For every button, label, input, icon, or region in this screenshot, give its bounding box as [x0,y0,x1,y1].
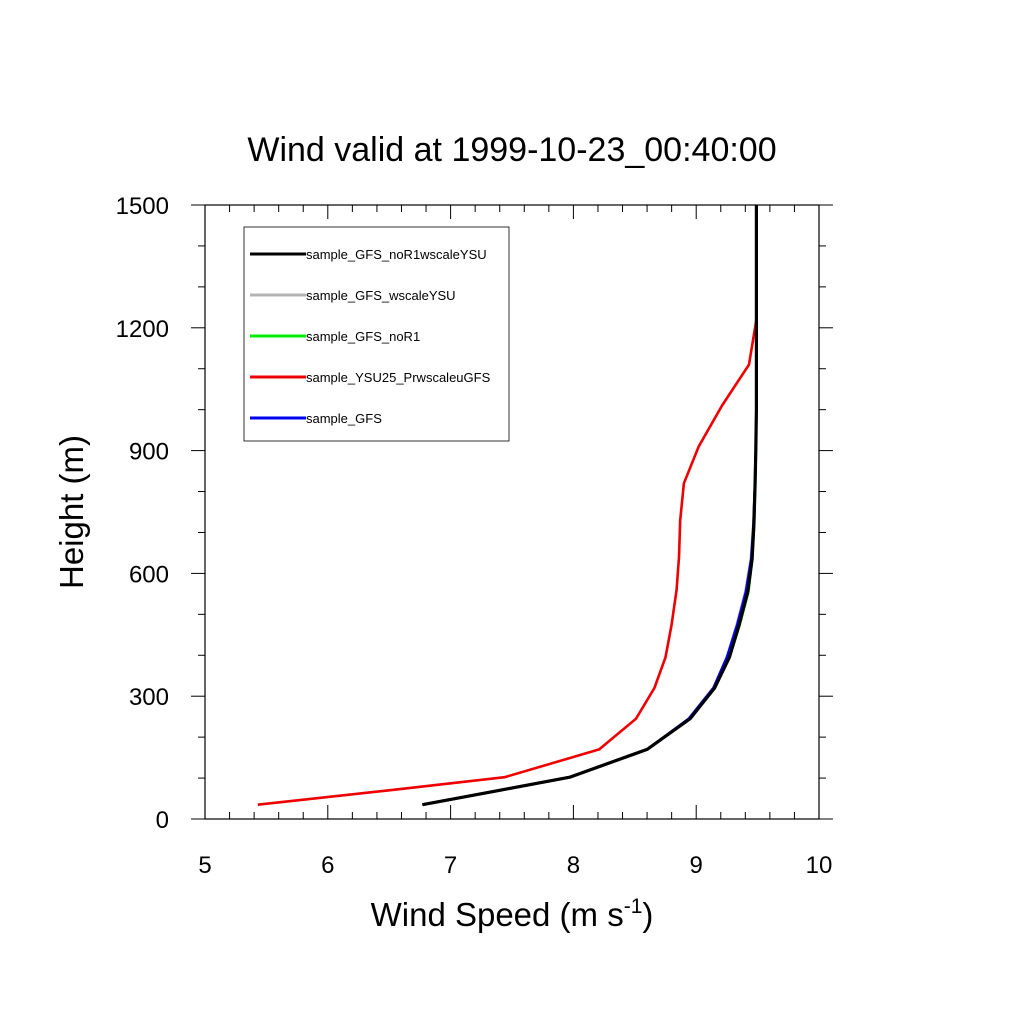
y-tick-label: 0 [156,807,169,834]
legend-label: sample_GFS [306,411,382,426]
x-tick-label: 6 [321,852,334,879]
x-tick-label: 5 [198,852,211,879]
series-lines [257,205,758,807]
chart-title: Wind valid at 1999-10-23_00:40:00 [247,131,776,169]
legend-label: sample_YSU25_PrwscaleuGFS [306,370,491,385]
y-tick-label: 1500 [116,193,169,220]
y-tick-label: 900 [129,439,169,466]
y-tick-label: 1200 [116,316,169,343]
x-tick-label: 7 [444,852,457,879]
x-tick-label: 10 [806,852,833,879]
series-line-sample_YSU25_PrwscaleuGFS [257,319,758,806]
legend-label: sample_GFS_wscaleYSU [306,288,456,303]
axis-ticks [191,204,833,820]
x-tick-label: 9 [690,852,703,879]
y-tick-label: 300 [129,684,169,711]
y-tick-label: 600 [129,561,169,588]
x-tick-label: 8 [567,852,580,879]
plot-frame [204,204,820,820]
series-line-sample_GFS_noR1wscaleYSU [422,205,758,807]
y-axis-label: Height (m) [53,435,90,589]
legend: sample_GFS_noR1wscaleYSU sample_GFS_wscal… [243,226,510,442]
tick-labels: 5 6 7 8 9 10 0 300 600 900 1200 1500 [116,193,833,879]
legend-label: sample_GFS_noR1wscaleYSU [306,247,487,262]
legend-label: sample_GFS_noR1 [306,329,420,344]
legend-box [243,226,510,442]
x-axis-label: Wind Speed (m s-1) [371,895,654,933]
